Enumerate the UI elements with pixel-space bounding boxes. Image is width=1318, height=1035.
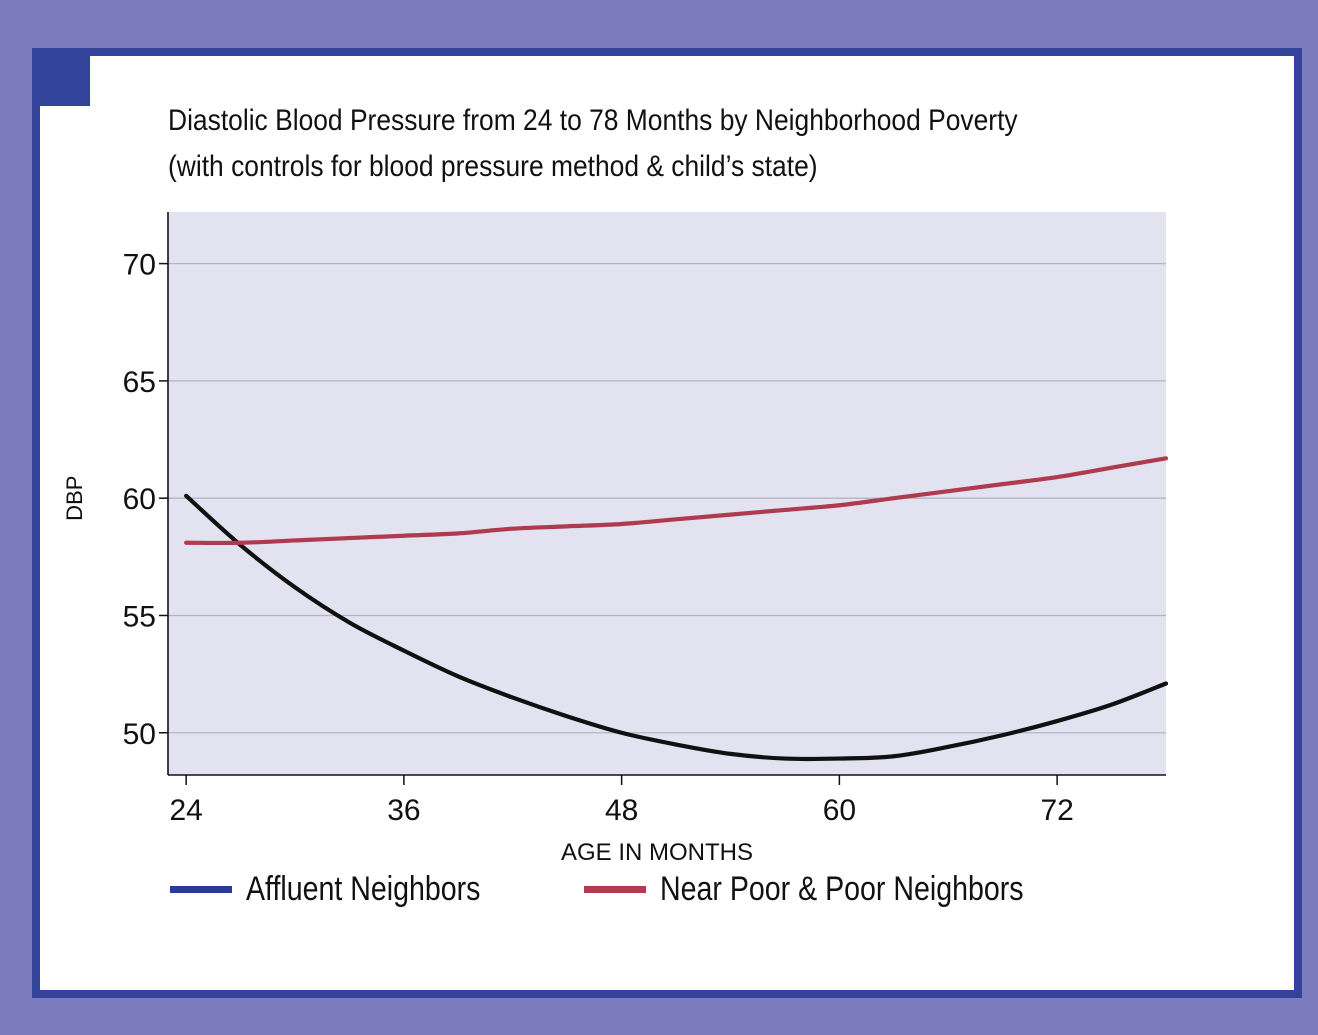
corner-decoration bbox=[40, 56, 90, 106]
tick-label-x-48: 48 bbox=[605, 794, 638, 827]
legend-label-poor: Near Poor & Poor Neighbors bbox=[660, 870, 1024, 908]
chart-title-block: Diastolic Blood Pressure from 24 to 78 M… bbox=[168, 98, 1018, 190]
series-line-affluent bbox=[184, 493, 1169, 762]
legend-label-affluent: Affluent Neighbors bbox=[246, 870, 481, 908]
tick-label-x-60: 60 bbox=[823, 794, 856, 827]
tick-label-y-50: 50 bbox=[123, 718, 156, 751]
tick-label-y-65: 65 bbox=[123, 366, 156, 399]
tick-label-y-70: 70 bbox=[123, 249, 156, 282]
legend-item-poor: Near Poor & Poor Neighbors bbox=[584, 870, 1093, 909]
chart-subtitle: (with controls for blood pressure method… bbox=[168, 150, 818, 183]
chart-legend: Affluent Neighbors Near Poor & Poor Neig… bbox=[0, 870, 1318, 920]
series-line-poor bbox=[184, 456, 1169, 546]
line-chart: 50 55 60 65 70 24 36 48 60 72 AGE IN MONTHS DBP bbox=[62, 212, 1169, 866]
tick-label-x-24: 24 bbox=[169, 794, 202, 827]
legend-item-affluent: Affluent Neighbors bbox=[170, 870, 525, 909]
tick-label-y-60: 60 bbox=[123, 483, 156, 516]
plot-area bbox=[168, 212, 1166, 775]
y-axis-label: DBP bbox=[62, 476, 87, 521]
x-axis-label: AGE IN MONTHS bbox=[561, 839, 753, 866]
tick-label-y-55: 55 bbox=[123, 600, 156, 633]
tick-label-x-72: 72 bbox=[1040, 794, 1073, 827]
tick-label-x-36: 36 bbox=[387, 794, 420, 827]
legend-swatch-poor bbox=[584, 886, 646, 893]
chart-title: Diastolic Blood Pressure from 24 to 78 M… bbox=[168, 104, 1018, 137]
legend-swatch-affluent bbox=[170, 886, 232, 893]
